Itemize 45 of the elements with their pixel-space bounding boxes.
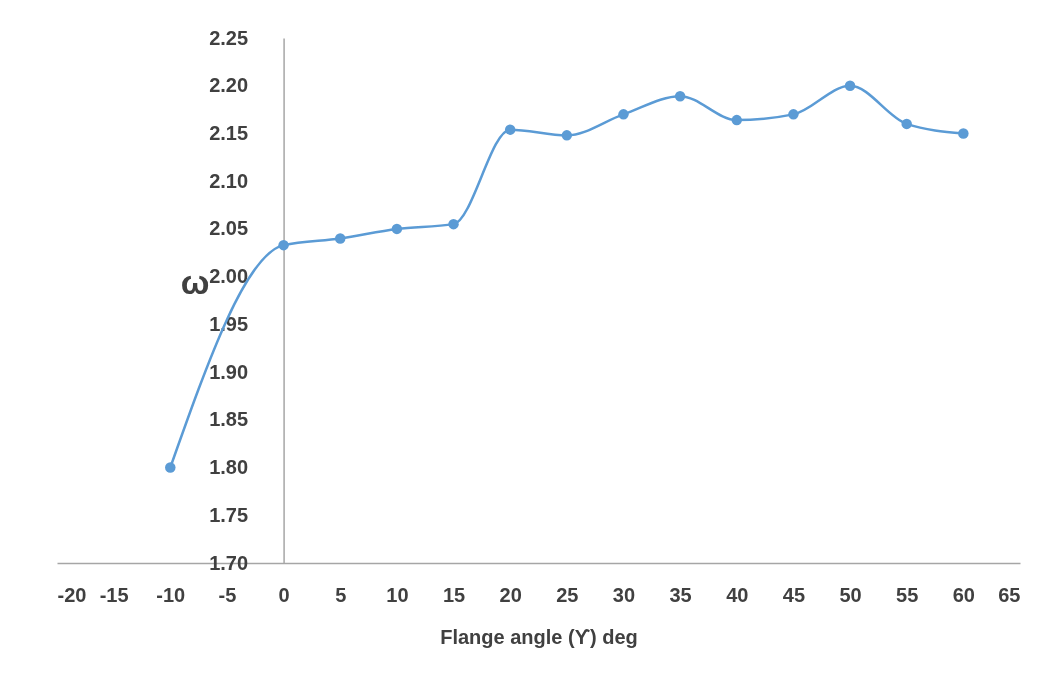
x-tick-label: 50 <box>839 583 862 606</box>
x-tick-label: 0 <box>278 583 290 606</box>
y-tick-label: 1.75 <box>209 503 249 526</box>
x-tick-label: 45 <box>782 583 806 606</box>
x-tick-label: 40 <box>726 583 749 606</box>
point <box>561 130 573 141</box>
point <box>788 109 799 120</box>
x-tick-label: 5 <box>335 583 347 606</box>
point <box>448 218 459 230</box>
point <box>391 223 403 235</box>
y-tick-label: 1.90 <box>209 360 249 383</box>
y-tick-label: 2.05 <box>209 217 249 240</box>
point <box>901 118 912 130</box>
y-tick-label: 2.00 <box>209 265 249 288</box>
point <box>165 462 176 473</box>
x-tick-label: 35 <box>669 583 692 606</box>
y-tick-label: 2.15 <box>209 121 249 144</box>
y-tick-label: 2.10 <box>209 169 249 192</box>
x-tick-label: 10 <box>386 583 409 606</box>
point <box>334 233 346 244</box>
point <box>731 114 743 126</box>
y-tick-label: 1.85 <box>209 408 249 431</box>
point <box>504 124 516 135</box>
y-tick-label: 1.80 <box>209 456 249 479</box>
point <box>958 128 969 139</box>
y-tick-label: 1.70 <box>209 551 249 574</box>
point <box>674 90 686 102</box>
y-axis-title: ω <box>180 263 210 301</box>
y-tick-label: 2.25 <box>209 26 249 49</box>
x-tick-label: -15 <box>99 583 129 606</box>
point <box>278 239 289 251</box>
x-tick-label: 20 <box>499 583 522 606</box>
x-tick-label: 25 <box>556 583 579 606</box>
point <box>844 80 856 91</box>
x-tick-label: 15 <box>442 583 466 606</box>
point <box>618 109 629 120</box>
y-tick-label: 2.20 <box>209 74 249 97</box>
x-axis-title: Flange angle (ϒ) deg <box>440 625 638 648</box>
x-tick-label: 65 <box>998 583 1021 606</box>
x-tick-label: 60 <box>952 583 975 606</box>
x-tick-label: -20 <box>57 583 87 606</box>
x-tick-label: 55 <box>896 583 919 606</box>
x-tick-label: -5 <box>218 583 237 606</box>
x-tick-label: -10 <box>156 583 186 606</box>
x-tick-label: 30 <box>612 583 636 606</box>
